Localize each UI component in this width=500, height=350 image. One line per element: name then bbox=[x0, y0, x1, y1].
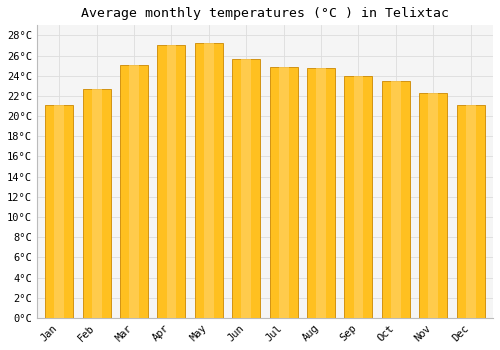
Bar bbox=[270, 66, 297, 318]
Bar bbox=[54, 105, 64, 318]
Title: Average monthly temperatures (°C ) in Telixtac: Average monthly temperatures (°C ) in Te… bbox=[81, 7, 449, 20]
Bar bbox=[344, 76, 372, 318]
Bar bbox=[456, 105, 484, 318]
Bar bbox=[82, 89, 110, 318]
Bar bbox=[278, 66, 288, 318]
Bar bbox=[195, 43, 223, 318]
Bar bbox=[166, 46, 176, 318]
Bar bbox=[242, 58, 251, 318]
Bar bbox=[466, 105, 475, 318]
Bar bbox=[307, 68, 335, 318]
Bar bbox=[129, 65, 139, 318]
Bar bbox=[120, 65, 148, 318]
Bar bbox=[391, 81, 400, 318]
Bar bbox=[45, 105, 74, 318]
Bar bbox=[204, 43, 214, 318]
Bar bbox=[382, 81, 410, 318]
Bar bbox=[419, 93, 447, 318]
Bar bbox=[232, 58, 260, 318]
Bar bbox=[354, 76, 364, 318]
Bar bbox=[92, 89, 102, 318]
Bar bbox=[428, 93, 438, 318]
Bar bbox=[158, 46, 186, 318]
Bar bbox=[316, 68, 326, 318]
